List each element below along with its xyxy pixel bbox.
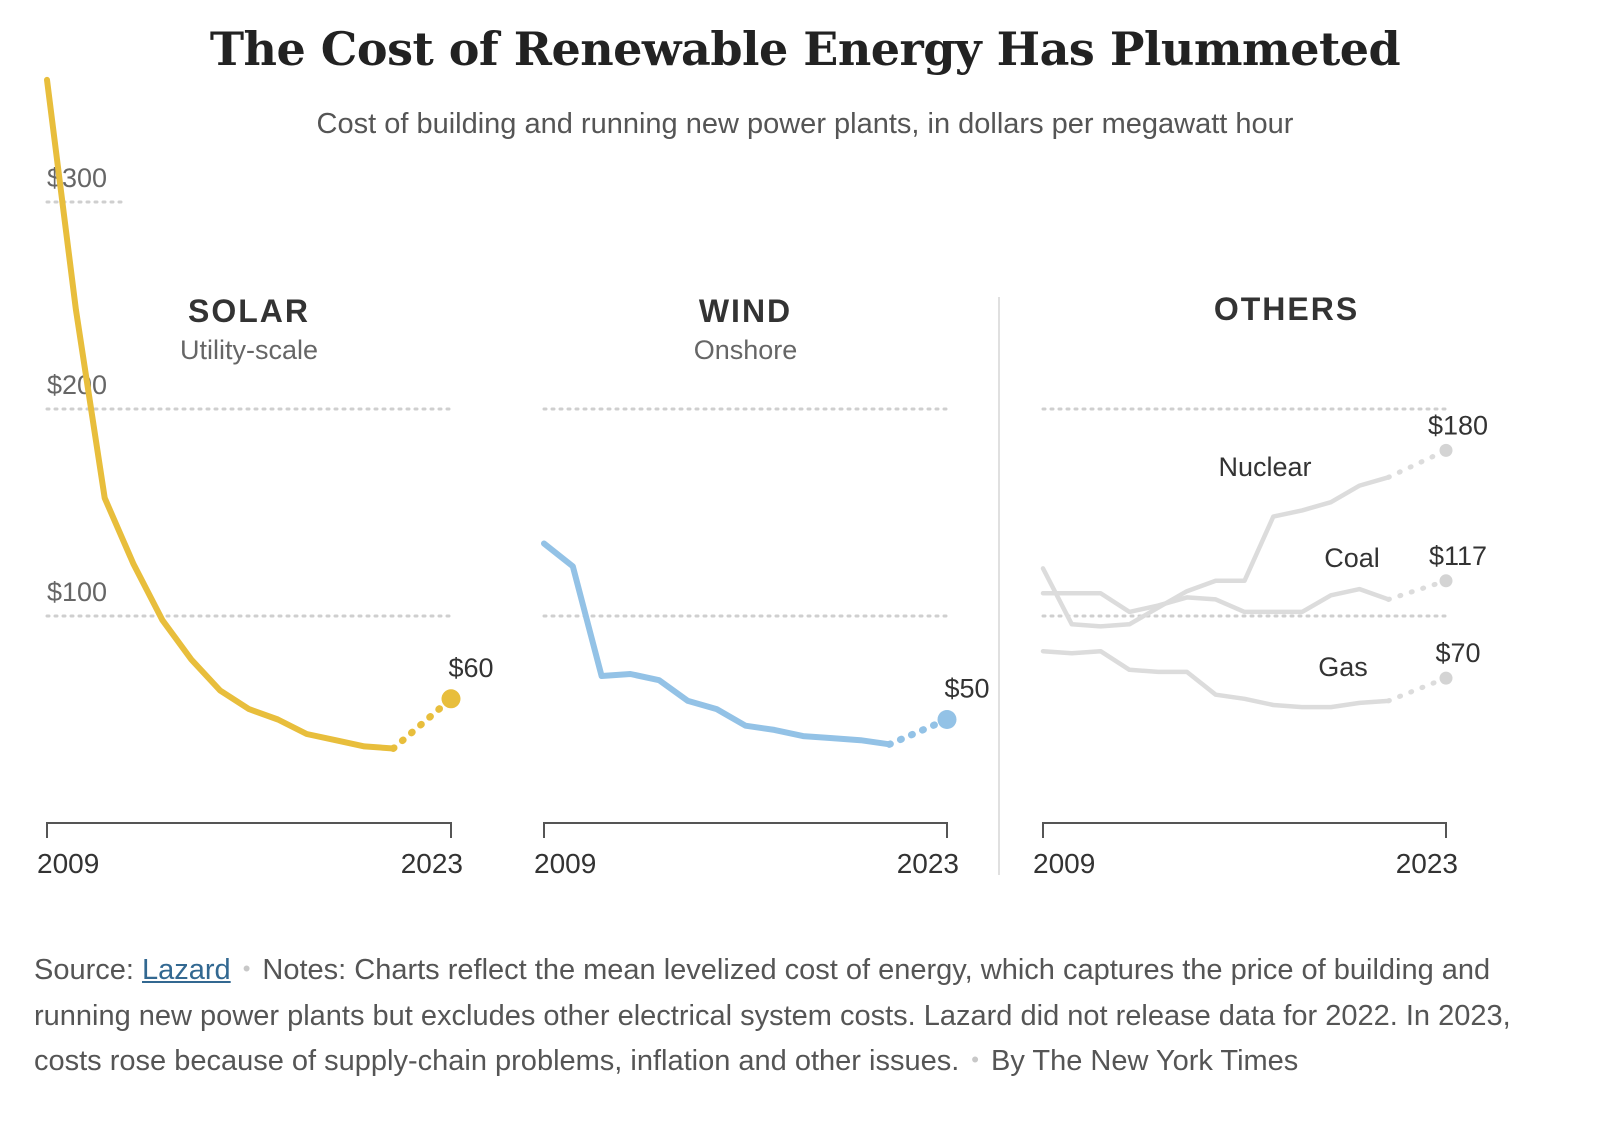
solar-panel-subtitle: Utility-scale (180, 335, 318, 365)
nuclear-projection-line (1385, 447, 1449, 480)
wind-end-label: $50 (944, 674, 989, 704)
solar-projection-line (389, 695, 455, 752)
wind-x-axis (543, 822, 948, 838)
others-x-axis (1042, 822, 1447, 838)
notes-text: Notes: Charts reflect the mean levelized… (34, 954, 1511, 1077)
gas-series-label: Gas (1318, 652, 1368, 682)
solar-panel-title: SOLAR (188, 293, 310, 329)
wind-panel-title: WIND (699, 293, 792, 329)
wind-x-tick-label: 2023 (897, 848, 959, 879)
wind-series-line (541, 540, 893, 748)
wind-end-point (937, 710, 957, 729)
solar-end-point (441, 689, 461, 709)
source-label: Source: (34, 954, 134, 986)
others-panel-title: OTHERS (1214, 291, 1359, 327)
gas-series-line (1040, 648, 1391, 710)
separator-dot-icon: • (971, 1047, 979, 1072)
others-x-tick-label: 2009 (1033, 848, 1095, 879)
solar-x-tick-label: 2023 (401, 848, 463, 879)
nuclear-end-label: $180 (1428, 410, 1488, 440)
solar-y-tick-label: $100 (47, 577, 107, 607)
coal-series-label: Coal (1324, 543, 1380, 573)
solar-series-line (44, 76, 397, 752)
byline: By The New York Times (990, 1045, 1299, 1077)
others-x-tick-label: 2023 (1396, 848, 1458, 879)
nuclear-series-label: Nuclear (1218, 452, 1311, 482)
gas-projection-line (1385, 675, 1449, 704)
coal-projection-line (1385, 578, 1449, 602)
page-title: The Cost of Renewable Energy Has Plummet… (209, 22, 1401, 76)
gas-end-point (1439, 671, 1453, 685)
coal-end-label: $117 (1429, 541, 1487, 571)
coal-series-line (1040, 586, 1391, 615)
nuclear-series-line (1040, 475, 1391, 629)
coal-end-point (1439, 574, 1453, 588)
nuclear-end-point (1439, 443, 1453, 457)
solar-x-tick-label: 2009 (37, 848, 99, 879)
footer-notes: Source: Lazard • Notes: Charts reflect the… (34, 948, 1564, 1085)
solar-x-axis (46, 822, 452, 838)
source-link[interactable]: Lazard (142, 954, 231, 986)
gas-end-label: $70 (1435, 638, 1480, 668)
page-subtitle: Cost of building and running new power p… (316, 108, 1294, 140)
wind-x-tick-label: 2009 (534, 848, 596, 879)
wind-projection-line (885, 716, 951, 748)
wind-panel-subtitle: Onshore (694, 335, 798, 365)
separator-dot-icon: • (242, 956, 251, 981)
solar-y-tick-label: $200 (47, 370, 107, 400)
solar-end-label: $60 (448, 653, 493, 683)
